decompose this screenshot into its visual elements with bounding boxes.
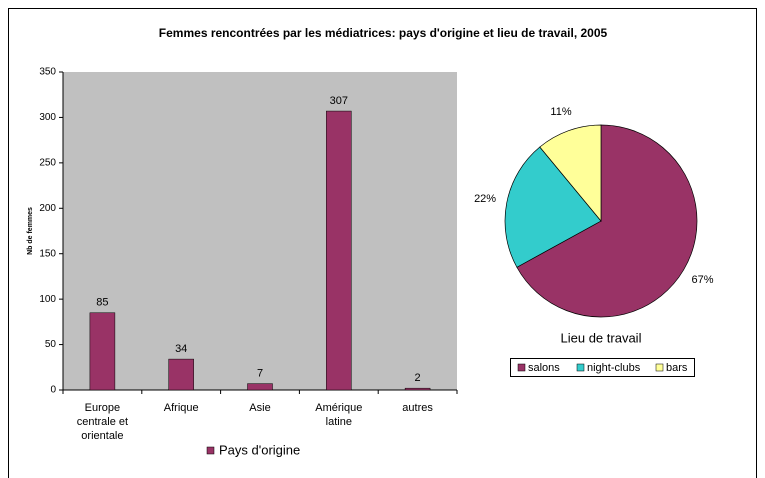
legend-label: bars	[666, 362, 688, 374]
plot-area	[63, 72, 457, 390]
y-tick-label: 50	[45, 339, 57, 350]
y-tick-label: 300	[39, 112, 56, 123]
bar	[326, 110, 352, 391]
data-label: 2	[415, 372, 421, 384]
y-tick-label: 250	[39, 157, 56, 168]
data-label: 85	[96, 297, 108, 309]
data-label: 7	[257, 368, 263, 380]
data-label: 307	[330, 95, 348, 107]
legend-swatch	[655, 363, 664, 372]
legend-label: salons	[528, 362, 560, 374]
legend-swatch	[576, 363, 585, 372]
bar	[247, 383, 273, 391]
x-tick-label: Europe centrale et orientale	[77, 402, 128, 442]
y-tick-label: 150	[39, 248, 56, 259]
pie-slice	[539, 124, 602, 222]
y-tick-label: 200	[39, 203, 56, 214]
pie-title: Lieu de travail	[561, 330, 642, 345]
legend-swatch	[206, 446, 215, 455]
bar	[89, 312, 116, 391]
chart-title: Femmes rencontrées par les médiatrices: …	[159, 26, 608, 40]
y-tick-label: 0	[50, 385, 56, 396]
bar	[404, 387, 431, 391]
legend-swatch	[517, 363, 526, 372]
pie-slice	[516, 124, 698, 318]
data-label: 22%	[474, 193, 496, 205]
frame	[8, 8, 757, 478]
data-label: 11%	[550, 106, 571, 118]
pie-slice	[504, 146, 602, 268]
y-tick-label: 350	[39, 67, 56, 78]
x-tick-label: Amérique latine	[315, 402, 362, 428]
x-tick-label: Afrique	[164, 402, 199, 414]
x-tick-label: autres	[402, 402, 433, 414]
bar	[168, 358, 194, 391]
data-label: 67%	[692, 274, 714, 286]
x-tick-label: Asie	[249, 402, 270, 414]
y-tick-label: 100	[39, 294, 56, 305]
legend-label: night-clubs	[587, 362, 641, 374]
legend-label: Pays d'origine	[219, 442, 300, 457]
legend-box	[510, 358, 695, 377]
data-label: 34	[175, 343, 187, 355]
y-axis-label: Nb de femmes	[27, 207, 34, 255]
